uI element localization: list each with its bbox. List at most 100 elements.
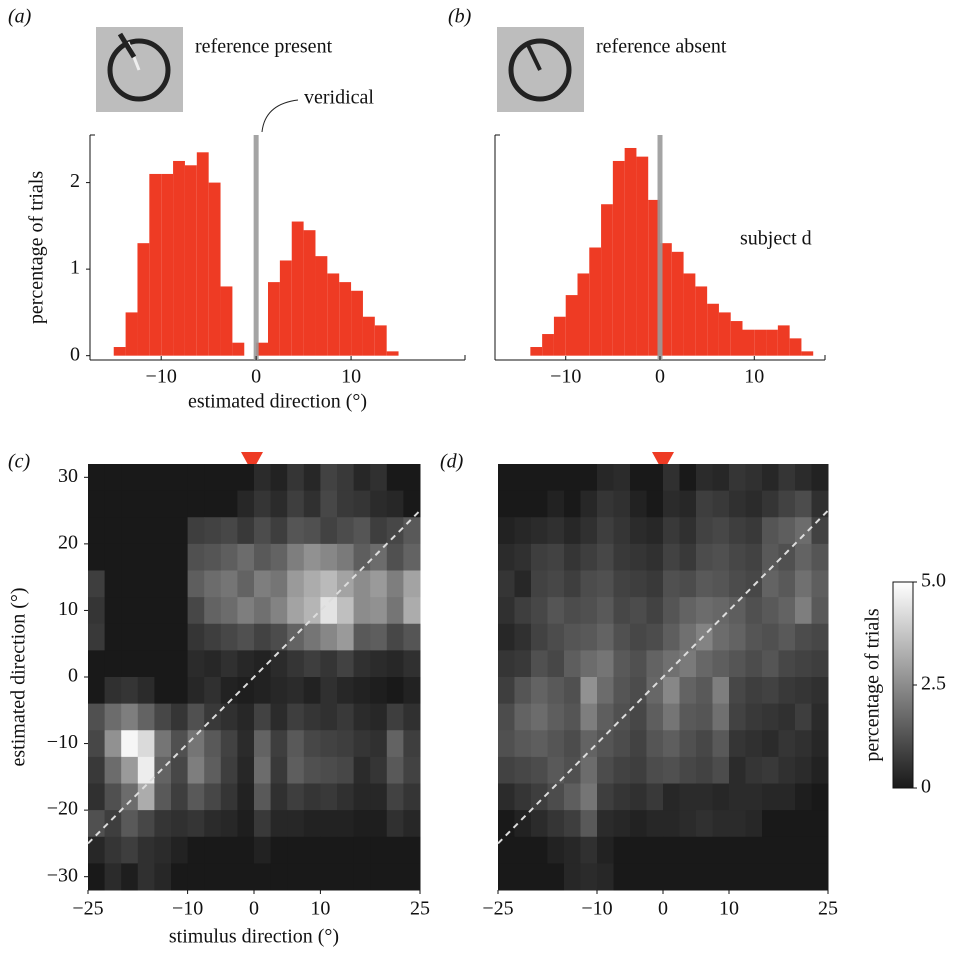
- heatmap-cell: [88, 517, 106, 545]
- heatmap-cell: [745, 623, 763, 651]
- heatmap-cell: [514, 597, 532, 625]
- heatmap-cell: [729, 756, 746, 784]
- panel-label: (c): [8, 451, 31, 473]
- heatmap-cell: [386, 464, 404, 492]
- heatmap-cell: [547, 570, 565, 598]
- heatmap-cell: [646, 863, 664, 891]
- heatmap-cell: [613, 810, 631, 838]
- heatmap-cell: [154, 783, 172, 811]
- heatmap-cell: [580, 863, 598, 891]
- heatmap-cell: [320, 464, 338, 492]
- heatmap-cell: [762, 810, 779, 838]
- heatmap-cell: [320, 517, 338, 545]
- heatmap-cell: [762, 543, 779, 571]
- heatmap-cell: [254, 730, 272, 758]
- inset-b: [497, 27, 584, 112]
- heatmap-cell: [564, 810, 581, 838]
- heatmap-cell: [121, 863, 139, 891]
- heatmap-cell: [270, 730, 288, 758]
- heatmap-cell: [679, 570, 697, 598]
- heatmap-cell: [386, 623, 404, 651]
- heatmap-cell: [795, 597, 812, 625]
- heatmap-cell: [337, 517, 355, 545]
- heatmap-cell: [762, 570, 779, 598]
- heatmap-cell: [187, 783, 205, 811]
- heatmap-cell: [646, 490, 664, 518]
- heatmap-cell: [580, 703, 598, 731]
- heatmap-cell: [498, 650, 515, 678]
- heatmap-cell: [171, 570, 189, 598]
- heatmap-cell: [187, 464, 205, 492]
- heatmap-cell: [187, 677, 205, 705]
- heatmap-cell: [254, 836, 272, 864]
- heatmap-cell: [630, 650, 647, 678]
- heatmap-cell: [88, 543, 106, 571]
- x-tick-label: 25: [410, 898, 430, 920]
- callout: [261, 99, 299, 133]
- heatmap-cell: [597, 677, 614, 705]
- heatmap-cell: [220, 677, 238, 705]
- heatmap-cell: [778, 863, 796, 891]
- heatmap-cell: [712, 730, 730, 758]
- heatmap-cell: [646, 570, 664, 598]
- heatmap-cell: [386, 543, 404, 571]
- heatmap-cell: [646, 623, 664, 651]
- heatmap-cell: [696, 783, 713, 811]
- heatmap-cell: [220, 570, 238, 598]
- heatmap-cell: [386, 517, 404, 545]
- heatmap-cell: [811, 543, 829, 571]
- heatmap-cell: [778, 703, 796, 731]
- heatmap-cell: [679, 756, 697, 784]
- heatmap-cell: [320, 490, 338, 518]
- heatmap-cell: [154, 570, 172, 598]
- heatmap-cell: [580, 730, 598, 758]
- heatmap-cell: [204, 490, 222, 518]
- heatmap-cell: [613, 464, 631, 492]
- y-tick-label: 2: [70, 170, 80, 192]
- heatmap-cell: [270, 490, 288, 518]
- heatmap-cell: [580, 464, 598, 492]
- heatmap-cell: [204, 810, 222, 838]
- bar: [589, 247, 602, 356]
- heatmap-cell: [646, 543, 664, 571]
- heatmap-cell: [514, 650, 532, 678]
- heatmap-cell: [795, 517, 812, 545]
- heatmap-cell: [531, 490, 548, 518]
- heatmap-cell: [237, 863, 255, 891]
- heatmap-cell: [580, 570, 598, 598]
- x-tick-label: 0: [251, 366, 261, 388]
- heatmap-cell: [514, 730, 532, 758]
- heatmap-cell: [712, 517, 730, 545]
- heatmap-cell: [679, 836, 697, 864]
- inset-label: reference absent: [596, 36, 727, 58]
- heatmap-cell: [745, 703, 763, 731]
- heatmap-cell: [403, 810, 421, 838]
- heatmap-cell: [187, 623, 205, 651]
- bar: [137, 243, 150, 356]
- heatmap-cell: [679, 783, 697, 811]
- bar: [801, 351, 814, 356]
- identity-line: [497, 509, 829, 845]
- heatmap-cell: [778, 543, 796, 571]
- heatmap-cell: [303, 490, 321, 518]
- heatmap-cell: [287, 756, 305, 784]
- heatmap-cell: [514, 623, 532, 651]
- heatmap-cell: [630, 464, 647, 492]
- heatmap-cell: [270, 783, 288, 811]
- heatmap-cell: [514, 810, 532, 838]
- heatmap-cell: [778, 597, 796, 625]
- heatmap-cell: [204, 597, 222, 625]
- heatmap-cell: [762, 783, 779, 811]
- heatmap-cell: [564, 597, 581, 625]
- y-tick-label: −20: [47, 798, 78, 820]
- heatmap-cell: [104, 730, 122, 758]
- heatmap-cell: [646, 703, 664, 731]
- heatmap-cell: [531, 543, 548, 571]
- heatmap-cell: [320, 703, 338, 731]
- heatmap-cell: [104, 863, 122, 891]
- heatmap-cell: [762, 677, 779, 705]
- heatmap-cell: [762, 756, 779, 784]
- heatmap-cell: [154, 863, 172, 891]
- bar: [530, 347, 543, 356]
- heatmap-cell: [320, 836, 338, 864]
